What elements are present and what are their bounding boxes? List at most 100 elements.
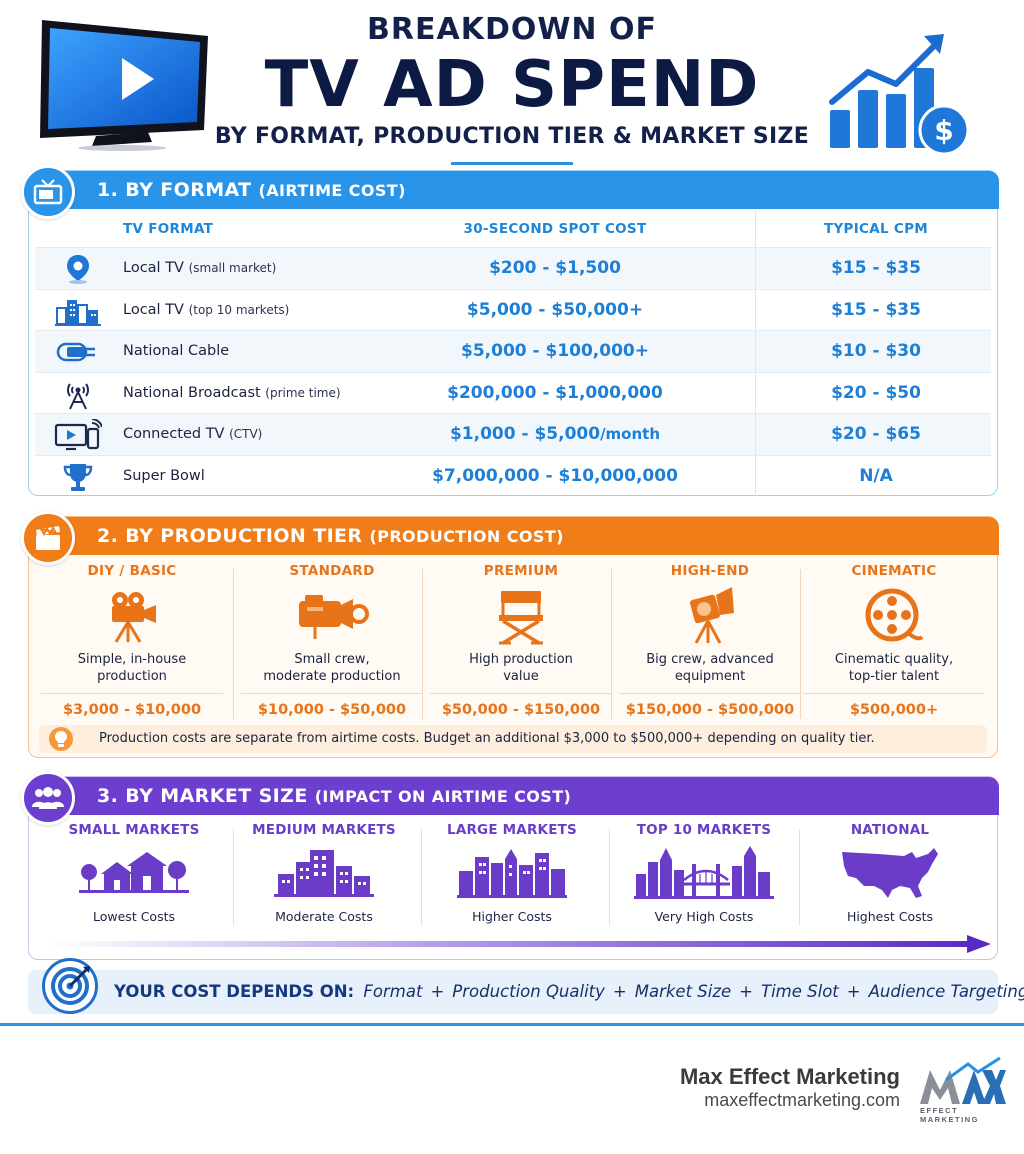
tier-card: STANDARD Small crew, moderate production … xyxy=(237,559,427,719)
market-name: NATIONAL xyxy=(850,822,930,838)
tier-card: CINEMATIC Cinematic quality, top-tier tal… xyxy=(799,559,989,719)
production-note-text: Production costs are separate from airti… xyxy=(99,731,875,746)
plus-sign: + xyxy=(430,982,445,1001)
market-name: MEDIUM MARKETS xyxy=(252,822,396,838)
col-header-cost: 30-SECOND SPOT COST xyxy=(463,221,647,237)
main-title: TV AD SPEND xyxy=(264,48,760,122)
broadcast-tower-icon xyxy=(51,378,105,410)
tier-name: HIGH-END xyxy=(670,563,750,579)
tier-price: $150,000 - $500,000 xyxy=(619,693,801,725)
summary-item: Production Quality xyxy=(452,982,605,1001)
camera-tripod-icon xyxy=(37,583,227,649)
market-description: Highest Costs xyxy=(846,909,934,924)
tier-description: Big crew, advanced equipment xyxy=(646,652,774,684)
production-section-header: 2. BY PRODUCTION TIER (PRODUCTION COST) xyxy=(29,517,999,555)
film-reel-icon xyxy=(799,583,989,649)
tier-description: Simple, in-house production xyxy=(77,652,187,684)
cpm-value: $10 - $30 xyxy=(831,341,921,361)
trophy-icon xyxy=(51,461,105,493)
cpm-value: $20 - $50 xyxy=(831,382,921,403)
header: BREAKDOWN OF TV AD SPEND BY FORMAT, PROD… xyxy=(0,0,1024,170)
us-map-icon xyxy=(795,841,985,905)
title-line-1: BREAKDOWN OF xyxy=(367,12,657,47)
tier-description: Cinematic quality, top-tier talent xyxy=(834,652,954,684)
title-subtitle: BY FORMAT, PRODUCTION TIER & MARKET SIZE xyxy=(214,124,810,149)
tier-description: Small crew, moderate production xyxy=(263,652,401,684)
summary-bar: YOUR COST DEPENDS ON: Format + Production … xyxy=(28,958,1024,1014)
cpm-value: $15 - $35 xyxy=(831,299,921,320)
market-description: Higher Costs xyxy=(472,909,552,924)
lightbulb-icon xyxy=(49,727,73,751)
market-section-header: 3. BY MARKET SIZE (IMPACT ON AIRTIME COS… xyxy=(29,777,999,815)
target-icon xyxy=(42,958,98,1014)
market-card: TOP 10 MARKETS Very High Costs xyxy=(609,819,799,931)
table-row: Connected TV (CTV) $1,000 - $5,000/month… xyxy=(35,413,991,455)
cost-gradient-arrow xyxy=(49,935,991,953)
large-city-icon xyxy=(417,841,607,905)
skyline-bridge-icon xyxy=(609,841,799,905)
video-camera-icon xyxy=(237,583,427,649)
brand-url[interactable]: maxeffectmarketing.com xyxy=(704,1090,900,1110)
market-section: 3. BY MARKET SIZE (IMPACT ON AIRTIME COS… xyxy=(21,771,999,960)
connected-devices-icon xyxy=(51,419,105,451)
tv-icon xyxy=(21,165,75,219)
market-description: Moderate Costs xyxy=(275,909,373,924)
tier-name: CINEMATIC xyxy=(851,563,937,579)
format-name: Local TV (small market) xyxy=(123,260,277,276)
market-card: NATIONAL Highest Costs xyxy=(795,819,985,931)
cpm-value: $20 - $65 xyxy=(831,424,921,444)
production-tiers: DIY / BASIC Simple, in-house production $… xyxy=(37,559,989,719)
market-name: LARGE MARKETS xyxy=(447,822,577,838)
table-row: Local TV (top 10 markets) $5,000 - $50,0… xyxy=(35,288,991,330)
tier-description: High production value xyxy=(469,652,573,684)
city-buildings-icon xyxy=(51,295,105,327)
brand-name: Max Effect Marketing xyxy=(679,1064,900,1089)
television-icon xyxy=(40,20,208,151)
plus-sign: + xyxy=(846,982,861,1001)
svg-text:$: $ xyxy=(934,114,953,147)
table-row: National Broadcast (prime time) $200,000… xyxy=(35,371,991,413)
market-name: TOP 10 MARKETS xyxy=(636,822,772,838)
small-town-icon xyxy=(39,841,229,905)
brand-logo-icon xyxy=(920,1056,1006,1104)
spot-cost: $5,000 - $100,000+ xyxy=(461,341,649,361)
tier-name: STANDARD xyxy=(289,563,375,579)
summary-item: Time Slot xyxy=(761,982,839,1001)
cpm-value: $15 - $35 xyxy=(831,258,921,278)
title-block: BREAKDOWN OF TV AD SPEND BY FORMAT, PROD… xyxy=(200,12,824,165)
table-row: National Cable $5,000 - $100,000+ $10 - … xyxy=(35,330,991,372)
title-underline xyxy=(451,162,573,165)
spot-cost: $200,000 - $1,000,000 xyxy=(447,382,663,403)
market-card: LARGE MARKETS Higher Costs xyxy=(417,819,607,931)
studio-light-icon xyxy=(615,583,805,649)
format-name: Super Bowl xyxy=(123,467,205,484)
plus-sign: + xyxy=(739,982,753,1001)
tier-price: $50,000 - $150,000 xyxy=(430,693,612,725)
tier-price: $500,000+ xyxy=(803,693,985,725)
market-tiers: SMALL MARKETS Lowest Costs MEDIUM MARKET… xyxy=(35,819,993,931)
format-section-header: 1. BY FORMAT (AIRTIME COST) xyxy=(29,171,999,209)
medium-city-icon xyxy=(229,841,419,905)
market-description: Very High Costs xyxy=(654,909,754,924)
cpm-value: N/A xyxy=(859,465,893,486)
cable-plug-icon xyxy=(51,336,105,368)
summary-text: YOUR COST DEPENDS ON: Format + Production … xyxy=(114,970,1024,1014)
col-header-format: TV FORMAT xyxy=(123,221,214,237)
location-pin-icon xyxy=(51,253,105,285)
summary-item: Market Size xyxy=(634,982,732,1001)
production-section-title: 2. BY PRODUCTION TIER (PRODUCTION COST) xyxy=(97,525,564,547)
summary-lead: YOUR COST DEPENDS ON: xyxy=(114,982,355,1001)
market-name: SMALL MARKETS xyxy=(68,822,200,838)
market-card: SMALL MARKETS Lowest Costs xyxy=(39,819,229,931)
format-name: Local TV (top 10 markets) xyxy=(123,301,290,318)
format-section-title: 1. BY FORMAT (AIRTIME COST) xyxy=(97,179,406,201)
col-header-cpm: TYPICAL CPM xyxy=(823,221,929,237)
production-section: 2. BY PRODUCTION TIER (PRODUCTION COST) … xyxy=(21,511,999,758)
summary-item: Format xyxy=(363,982,423,1001)
tier-price: $3,000 - $10,000 xyxy=(41,693,223,725)
growth-chart-icon: $ xyxy=(829,34,970,156)
tier-card: HIGH-END Big crew, advanced equipment $15… xyxy=(615,559,805,719)
plus-sign: + xyxy=(612,982,627,1001)
brand-logo-subtext: EFFECT MARKETING xyxy=(920,1106,979,1124)
spot-cost: $7,000,000 - $10,000,000 xyxy=(432,465,678,486)
